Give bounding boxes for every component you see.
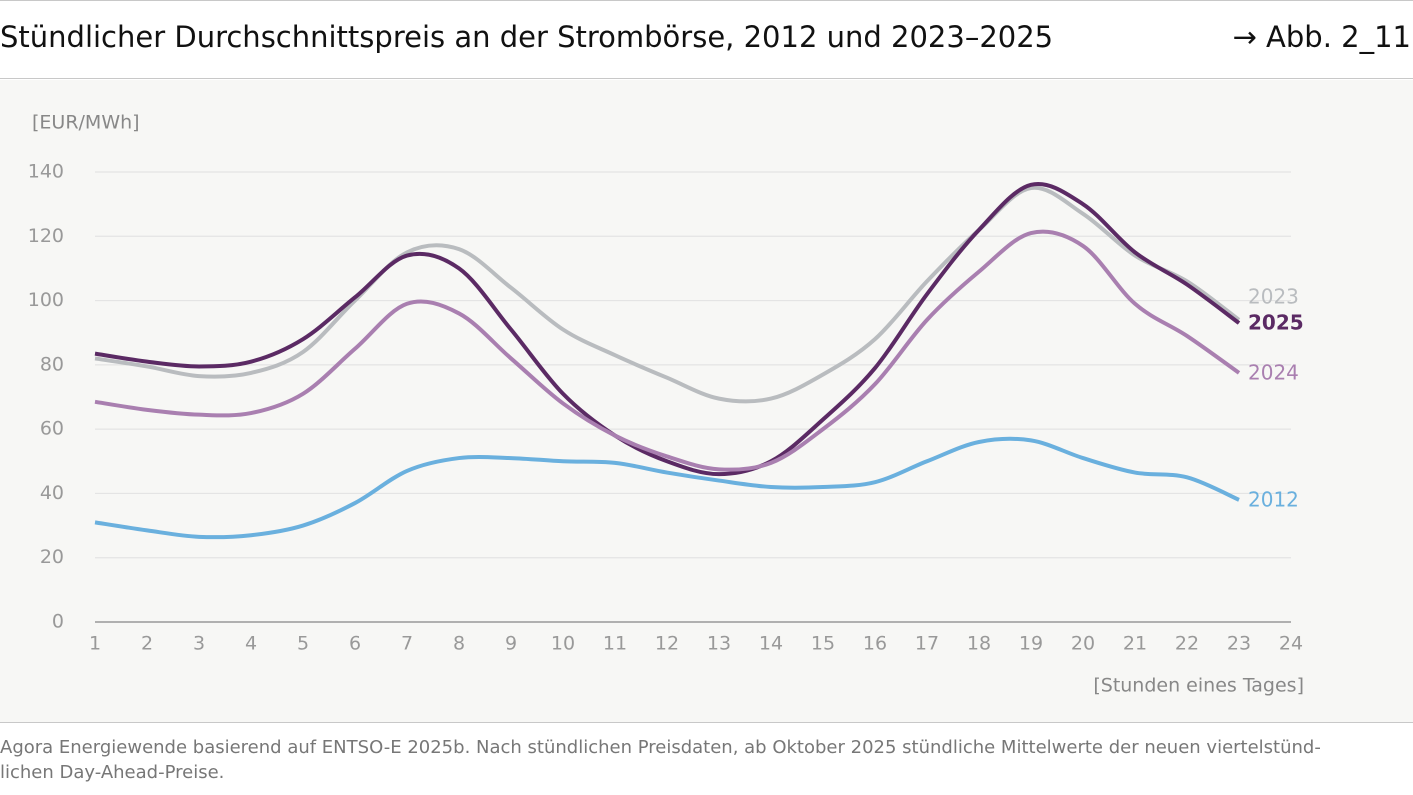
x-tick-label: 6 [349,633,361,655]
x-tick-label: 9 [505,633,517,655]
footer: Agora Energiewende basierend auf ENTSO-E… [0,722,1413,785]
y-tick-label: 100 [28,289,64,311]
x-tick-label: 20 [1071,633,1095,655]
y-tick-label: 120 [28,225,64,247]
x-tick-label: 7 [401,633,413,655]
header: Stündlicher Durchschnittspreis an der St… [0,0,1413,79]
series-line [94,181,1241,477]
y-tick-label: 80 [40,353,64,375]
x-tick-label: 22 [1175,633,1199,655]
x-tick-label: 17 [915,633,939,655]
series-label: 2025 [1248,311,1304,335]
x-tick-label: 2 [141,633,153,655]
x-tick-label: 1 [89,633,101,655]
series-label: 2023 [1248,285,1299,309]
x-tick-label: 5 [297,633,309,655]
footer-line: Agora Energiewende basierend auf ENTSO-E… [0,737,1321,758]
chart-title: Stündlicher Durchschnittspreis an der St… [0,20,1054,54]
x-tick-label: 15 [811,633,835,655]
y-tick-label: 140 [28,161,64,183]
x-tick-label: 21 [1123,633,1147,655]
x-tick-label: 19 [1019,633,1043,655]
y-tick-label: 40 [40,482,64,504]
y-tick-label: 60 [40,418,64,440]
series-line [94,229,1241,472]
series-line [94,185,1241,404]
x-tick-label: 11 [603,633,627,655]
x-tick-label: 13 [707,633,731,655]
x-tick-label: 14 [759,633,783,655]
x-tick-label: 10 [551,633,575,655]
x-tick-label: 24 [1279,633,1303,655]
figure-ref: → Abb. 2_11 [1232,20,1411,54]
footer-line: lichen Day-Ahead-Preise. [0,762,225,783]
chart: [EUR/MWh] [Stunden eines Tages] 0 20 40 60 8… [0,80,1413,722]
x-tick-label: 23 [1227,633,1251,655]
y-axis-label: [EUR/MWh] [32,112,140,134]
series-label: 2024 [1248,360,1299,384]
y-tick-label: 0 [52,611,64,633]
series-label: 2012 [1248,487,1299,511]
x-tick-label: 18 [967,633,991,655]
plot-background [0,80,1413,722]
x-tick-label: 4 [245,633,257,655]
y-tick-label: 20 [40,546,64,568]
series-line [94,436,1240,540]
x-tick-label: 3 [193,633,205,655]
x-tick-label: 12 [655,633,679,655]
x-tick-label: 8 [453,633,465,655]
x-tick-label: 16 [863,633,887,655]
x-axis-label: [Stunden eines Tages] [1093,675,1304,697]
